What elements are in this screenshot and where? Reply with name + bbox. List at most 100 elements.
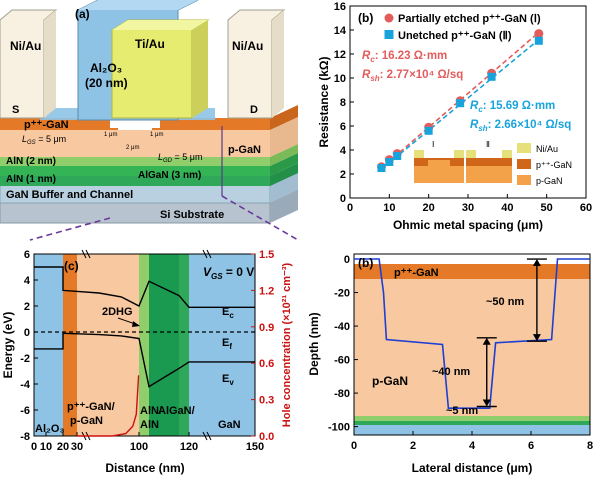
bb-xlabel: Lateral distance (μm) bbox=[412, 461, 533, 475]
depth-label-pgan: p-GaN bbox=[372, 374, 408, 388]
y2-tick-label: 0.9 bbox=[259, 322, 274, 334]
al2o3-label: Al₂O₃ bbox=[90, 61, 122, 75]
x-tick-label: 30 bbox=[462, 202, 474, 214]
y-tick-label: 0 bbox=[340, 193, 346, 205]
region-label-al2o3: Al₂O₃ bbox=[35, 423, 65, 435]
hole-concentration-line bbox=[77, 375, 140, 437]
one-um-right-label: 1 μm bbox=[150, 132, 163, 138]
inset-legend-pgan: p-GaN bbox=[536, 176, 563, 186]
point-series-2 bbox=[487, 72, 496, 81]
c-xlabel: Distance (nm) bbox=[105, 461, 184, 475]
ec-label: Ec bbox=[222, 306, 234, 320]
arrow-40nm-head-top bbox=[482, 337, 491, 345]
rc2-annotation: Rc: 15.69 Ω·mm bbox=[470, 100, 555, 114]
inset-II-metal-left bbox=[466, 150, 476, 158]
region-p-gan bbox=[77, 254, 139, 436]
y-tick-label: -20 bbox=[334, 288, 350, 300]
p-plus-gan-layer bbox=[0, 118, 270, 140]
tiau-label: Ti/Au bbox=[135, 37, 165, 51]
tiau-gate-top bbox=[112, 20, 208, 30]
y-tick-label: 8 bbox=[340, 97, 346, 109]
fit-line-1 bbox=[380, 31, 540, 169]
y-tick-label: -80 bbox=[334, 388, 350, 400]
inset-legend-pgan-swatch bbox=[517, 175, 531, 185]
y2-tick-label: 0.6 bbox=[259, 358, 274, 370]
recess-floor bbox=[118, 130, 152, 144]
rsh1-annotation: Rsh: 2.77×10⁴ Ω/sq bbox=[362, 69, 463, 83]
depth-white-top bbox=[354, 254, 590, 264]
y-tick-label: -8 bbox=[20, 431, 30, 443]
aln-top-layer bbox=[0, 157, 270, 166]
tiau-gate-side bbox=[192, 20, 208, 118]
aln-top-side bbox=[270, 144, 298, 166]
p-gan-label: p-GaN bbox=[228, 144, 261, 156]
device-schematic: (a) Ni/Au Ni/Au Ti/Au Al₂O₃ (20 nm) S D … bbox=[0, 0, 299, 224]
al2o3-block-top bbox=[78, 0, 198, 10]
aln-bottom-side bbox=[270, 163, 298, 186]
y-tick-label: -100 bbox=[328, 422, 350, 434]
lgs-label: LGS = 5 μm bbox=[22, 134, 66, 146]
legend-marker-circle bbox=[384, 13, 394, 23]
y2-tick-label: 0.0 bbox=[259, 431, 274, 443]
x-tick-label: 60 bbox=[580, 202, 592, 214]
inset-legend-niau-swatch bbox=[517, 143, 531, 153]
zoom-line-right bbox=[221, 195, 299, 241]
x-tick-label: 50 bbox=[541, 202, 553, 214]
x-tick-label: 8 bbox=[587, 440, 593, 452]
region-p-plus-gan bbox=[63, 254, 77, 436]
depth-aln-band bbox=[354, 416, 590, 421]
niau-left-label: Ni/Au bbox=[10, 39, 41, 53]
inset-schematics: Ⅰ Ⅱ Ni/Au p⁺⁺-GaN p-GaN bbox=[414, 140, 572, 186]
niau-drain-side bbox=[272, 10, 284, 118]
arrow-50nm-head-bottom bbox=[532, 334, 541, 342]
x-tick-label: 6 bbox=[528, 440, 534, 452]
inset-II-pgan bbox=[466, 166, 512, 183]
depth-buffer-band bbox=[354, 425, 590, 435]
legend-series-2: Unetched p⁺⁺-GaN (Ⅱ) bbox=[398, 30, 512, 42]
arrow-40nm-head-bottom bbox=[482, 399, 491, 407]
inset-I-metal-right bbox=[454, 150, 464, 158]
x-tick-label: 10 bbox=[383, 202, 395, 214]
depth-axis-ticks: 0 2 4 6 8 0 -20 -40 -60 -80 -100 bbox=[328, 254, 593, 452]
x-tick-label: 40 bbox=[501, 202, 513, 214]
aln-bottom-label: AlN (1 nm) bbox=[6, 174, 56, 185]
resistance-axis-ticks: 0 10 20 30 40 50 60 0 2 4 6 8 10 12 14 16 bbox=[334, 1, 592, 214]
depth-profile-chart: 0 2 4 6 8 0 -20 -40 -60 -80 -100 (b) p⁺⁺-GaN p-GaN… bbox=[307, 253, 593, 475]
x-tick-label: 0 bbox=[31, 441, 37, 453]
y-tick-label: 0 bbox=[344, 254, 350, 266]
x-tick-label: 100 bbox=[130, 441, 148, 453]
y-tick-label: -4 bbox=[20, 379, 31, 391]
algan-label: AlGaN (3 nm) bbox=[138, 170, 201, 181]
depth-label-ppgan: p⁺⁺-GaN bbox=[394, 267, 439, 279]
conduction-band-line bbox=[34, 266, 255, 308]
aln-bottom-layer bbox=[0, 176, 270, 186]
point-series-2 bbox=[393, 152, 402, 160]
al2o3-thickness-label: (20 nm) bbox=[85, 76, 128, 90]
p-plus-gan-side bbox=[270, 105, 298, 130]
region-label-algan: AlGaN/ bbox=[158, 405, 195, 417]
point-series-2 bbox=[385, 158, 394, 166]
x-tick-label: 20 bbox=[57, 441, 69, 453]
rc1-annotation: Rc: 16.23 Ω·mm bbox=[362, 50, 447, 64]
si-substrate-side bbox=[270, 190, 298, 223]
band-chart-frame bbox=[33, 253, 256, 437]
si-label: Si Substrate bbox=[160, 209, 224, 221]
zoom-line-left bbox=[29, 217, 111, 241]
b-top-ylabel: Resistance (kΩ) bbox=[317, 57, 331, 148]
algan-side bbox=[270, 153, 298, 176]
aln-top-label: AlN (2 nm) bbox=[6, 156, 56, 167]
two-um-label: 2 μm bbox=[126, 145, 139, 151]
inset-II-ppgan bbox=[466, 158, 512, 166]
x-tick-label: 10 bbox=[40, 441, 52, 453]
y-tick-label: 4 bbox=[24, 275, 31, 287]
buffer-label: GaN Buffer and Channel bbox=[6, 189, 133, 201]
niau-right-label: Ni/Au bbox=[232, 39, 263, 53]
x-tick-label: 150 bbox=[246, 441, 264, 453]
y-tick-label: 0 bbox=[24, 327, 30, 339]
region-aln-1 bbox=[139, 254, 149, 436]
inset-legend-ppgan: p⁺⁺-GaN bbox=[536, 160, 572, 170]
inset-I-pgan bbox=[414, 166, 464, 183]
inset-legend-niau: Ni/Au bbox=[536, 144, 558, 154]
region-aln-2 bbox=[179, 254, 189, 436]
